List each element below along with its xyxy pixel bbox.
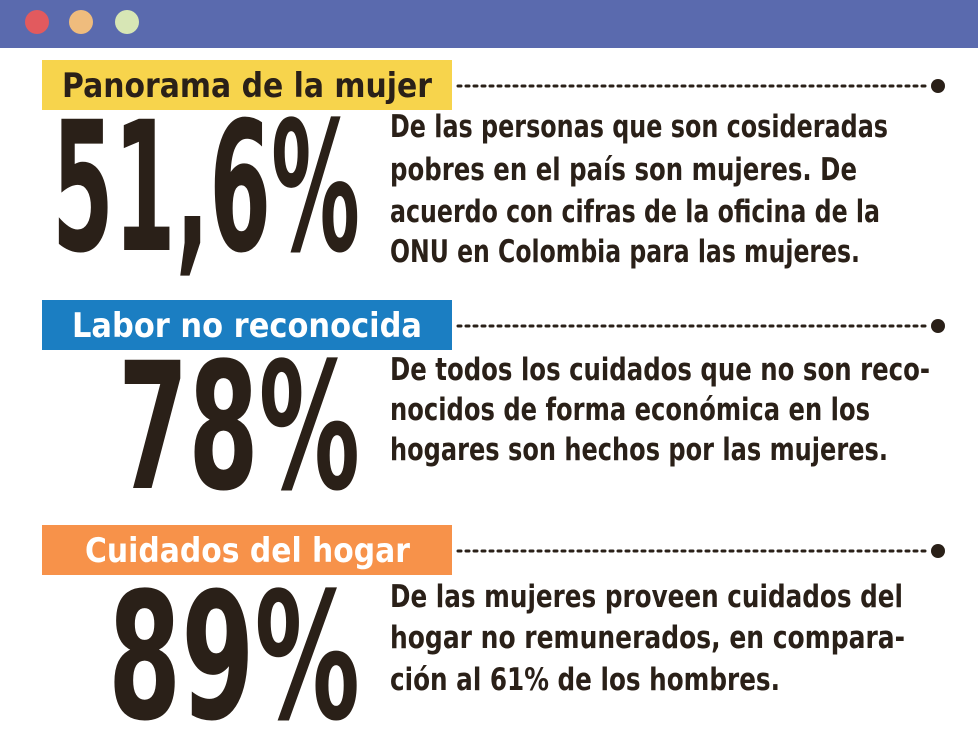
big-stat: 78%	[118, 325, 360, 530]
section-label-box	[42, 300, 452, 350]
section-label: Labor no reconocida	[72, 306, 422, 346]
description-line: nocidos de forma económica en los	[390, 392, 870, 428]
description-line: pobres en el país son mujeres. De	[390, 152, 857, 188]
description-line: De todos los cuidados que no son reco-	[390, 352, 930, 388]
section-label: Cuidados del hogar	[85, 531, 410, 571]
rule-end	[931, 544, 945, 558]
description-line: De las mujeres proveen cuidados del	[390, 579, 903, 615]
big-stat: 51,6%	[52, 84, 360, 293]
rule-end	[931, 319, 945, 333]
description-line: De las personas que son cosideradas	[390, 109, 888, 145]
minimize-button[interactable]	[69, 10, 93, 34]
maximize-button[interactable]	[115, 10, 139, 34]
description-line: ción al 61% de los hombres.	[390, 662, 780, 698]
close-button[interactable]	[25, 10, 49, 34]
description-line: hogares son hechos por las mujeres.	[390, 432, 888, 468]
section-label-box	[42, 525, 452, 575]
description-line: ONU en Colombia para las mujeres.	[390, 234, 860, 270]
section-label: Panorama de la mujer	[62, 66, 432, 106]
title-bar	[0, 0, 978, 48]
description-line: hogar no remunerados, en compara-	[390, 620, 905, 656]
description-line: acuerdo con cifras de la oficina de la	[390, 194, 880, 230]
big-stat: 89%	[108, 555, 360, 732]
section-label-box	[42, 60, 452, 110]
rule-end	[931, 79, 945, 93]
